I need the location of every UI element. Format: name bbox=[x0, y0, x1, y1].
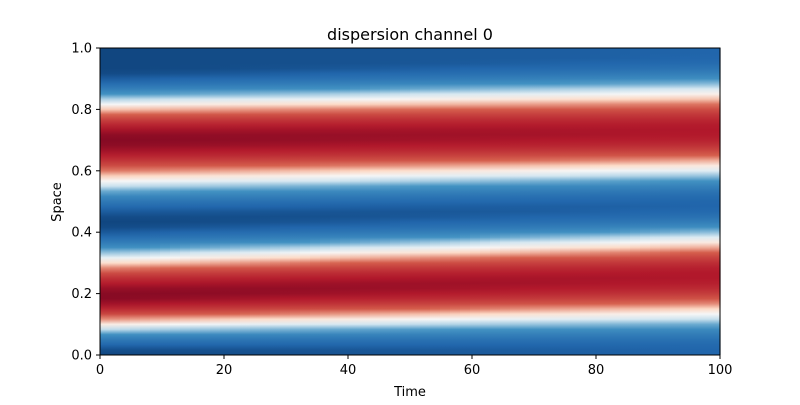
x-axis-label: Time bbox=[393, 385, 426, 400]
heatmap-column bbox=[180, 48, 191, 355]
heatmap-column bbox=[330, 48, 341, 355]
x-tick-label: 0 bbox=[96, 363, 104, 378]
y-tick-label: 0.4 bbox=[71, 226, 92, 241]
heatmap-column bbox=[510, 48, 521, 355]
heatmap-column bbox=[520, 48, 531, 355]
x-tick-label: 60 bbox=[464, 363, 481, 378]
heatmap-column bbox=[170, 48, 181, 355]
heatmap-column bbox=[270, 48, 281, 355]
heatmap-column bbox=[220, 48, 231, 355]
heatmap-column bbox=[620, 48, 631, 355]
heatmap-column bbox=[570, 48, 581, 355]
heatmap-column bbox=[390, 48, 401, 355]
y-axis: 0.0 0.2 0.4 0.6 0.8 1.0 bbox=[71, 42, 100, 364]
x-tick-label: 100 bbox=[708, 363, 733, 378]
heatmap-column bbox=[100, 48, 111, 355]
heatmap-column bbox=[560, 48, 571, 355]
heatmap-column bbox=[660, 48, 671, 355]
heatmap-column bbox=[420, 48, 431, 355]
heatmap-column bbox=[480, 48, 491, 355]
plot-area bbox=[100, 48, 721, 355]
heatmap-column bbox=[700, 48, 711, 355]
y-tick-label: 1.0 bbox=[71, 42, 92, 57]
heatmap-column bbox=[320, 48, 331, 355]
heatmap-column bbox=[650, 48, 661, 355]
heatmap-column bbox=[530, 48, 541, 355]
heatmap-column bbox=[210, 48, 221, 355]
heatmap-column bbox=[540, 48, 551, 355]
heatmap-column bbox=[310, 48, 321, 355]
x-tick-label: 40 bbox=[340, 363, 357, 378]
heatmap-column bbox=[350, 48, 361, 355]
heatmap-column bbox=[360, 48, 371, 355]
x-tick-label: 80 bbox=[588, 363, 605, 378]
heatmap-column bbox=[550, 48, 561, 355]
y-tick-label: 0.8 bbox=[71, 103, 92, 118]
plot-frame bbox=[99, 47, 721, 356]
heatmap-column bbox=[470, 48, 481, 355]
heatmap-column bbox=[500, 48, 511, 355]
heatmap-column bbox=[460, 48, 471, 355]
heatmap-column bbox=[190, 48, 201, 355]
heatmap-column bbox=[610, 48, 621, 355]
heatmap-column bbox=[440, 48, 451, 355]
chart-title: dispersion channel 0 bbox=[327, 25, 493, 44]
heatmap-column bbox=[140, 48, 151, 355]
heatmap-column bbox=[380, 48, 391, 355]
heatmap-column bbox=[590, 48, 601, 355]
heatmap-column bbox=[250, 48, 261, 355]
heatmap-column bbox=[690, 48, 701, 355]
heatmap-column bbox=[640, 48, 651, 355]
heatmap-column bbox=[150, 48, 161, 355]
heatmap-column bbox=[290, 48, 301, 355]
heatmap-column bbox=[240, 48, 251, 355]
x-axis: 0 20 40 60 80 100 bbox=[96, 355, 733, 378]
heatmap-column bbox=[490, 48, 501, 355]
heatmap-column bbox=[110, 48, 121, 355]
y-tick-label: 0.2 bbox=[71, 287, 92, 302]
heatmap-column bbox=[280, 48, 291, 355]
heatmap-column bbox=[710, 48, 721, 355]
heatmap-column bbox=[450, 48, 461, 355]
y-tick-label: 0.6 bbox=[71, 164, 92, 179]
heatmap-column bbox=[120, 48, 131, 355]
heatmap-column bbox=[300, 48, 311, 355]
heatmap-column bbox=[200, 48, 211, 355]
y-tick-label: 0.0 bbox=[71, 349, 92, 364]
heatmap-column bbox=[410, 48, 421, 355]
x-tick-label: 20 bbox=[216, 363, 233, 378]
heatmap-column bbox=[340, 48, 351, 355]
heatmap-column bbox=[370, 48, 381, 355]
heatmap-column bbox=[260, 48, 271, 355]
heatmap-column bbox=[400, 48, 411, 355]
heatmap-column bbox=[230, 48, 241, 355]
heatmap-column bbox=[600, 48, 611, 355]
heatmap-column bbox=[680, 48, 691, 355]
y-axis-label: Space bbox=[50, 182, 65, 222]
heatmap-column bbox=[670, 48, 681, 355]
heatmap-column bbox=[160, 48, 171, 355]
heatmap-column bbox=[580, 48, 591, 355]
heatmap-column bbox=[430, 48, 441, 355]
heatmap-column bbox=[630, 48, 641, 355]
heatmap-column bbox=[130, 48, 141, 355]
